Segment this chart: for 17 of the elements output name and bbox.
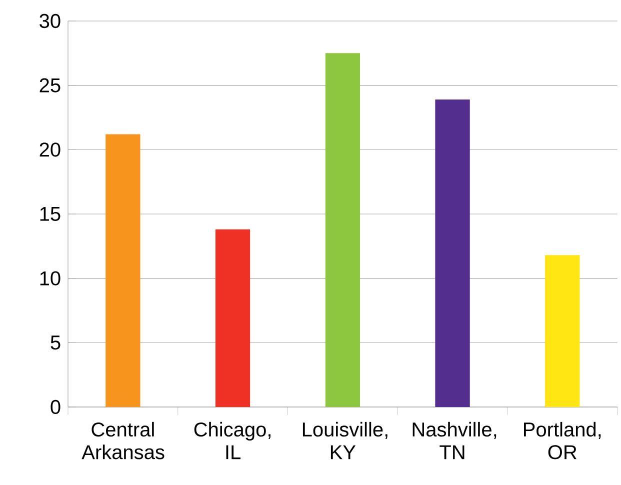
bar <box>106 134 140 407</box>
y-tick-label: 30 <box>40 14 60 28</box>
x-tick-label: Central Arkansas <box>82 422 164 460</box>
bar <box>215 229 250 407</box>
y-tick-label: 15 <box>40 207 60 221</box>
y-tick-label: 5 <box>50 336 60 350</box>
bar <box>435 99 470 407</box>
x-tick-label: Portland, OR <box>524 422 601 460</box>
y-tick-label: 0 <box>50 400 60 414</box>
x-tick-label: Louisville, KY <box>302 422 388 460</box>
x-tick-label: Nashville, TN <box>412 422 496 460</box>
y-tick-label: 25 <box>40 78 60 92</box>
y-tick-label: 10 <box>40 271 60 286</box>
bar <box>325 53 360 407</box>
bar <box>545 255 580 407</box>
x-tick-label: Chicago, IL <box>194 422 270 460</box>
y-tick-label: 20 <box>40 142 60 157</box>
